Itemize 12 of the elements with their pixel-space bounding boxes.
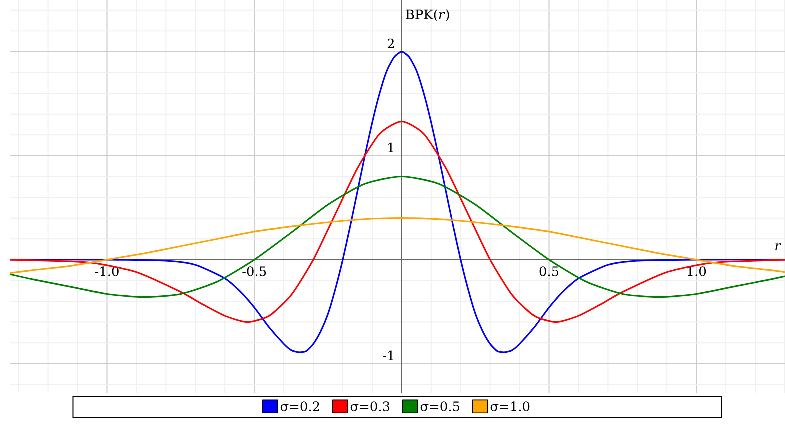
x-axis-title: r: [776, 244, 782, 250]
legend-label: σ=0.5: [420, 402, 460, 412]
x-tick-label: -0.5: [242, 266, 266, 276]
x-tick-label: 0.5: [540, 266, 559, 276]
y-axis-title: BPK(r): [406, 9, 450, 22]
y-tick-label: 1: [388, 142, 394, 152]
legend-label: σ=0.3: [350, 402, 390, 412]
y-tick-label: 2: [388, 38, 394, 48]
x-tick-label: 1.0: [688, 266, 706, 276]
legend-label: σ=0.2: [280, 402, 320, 412]
legend-label: σ=1.0: [490, 402, 530, 412]
y-tick-label: -1: [383, 350, 394, 360]
